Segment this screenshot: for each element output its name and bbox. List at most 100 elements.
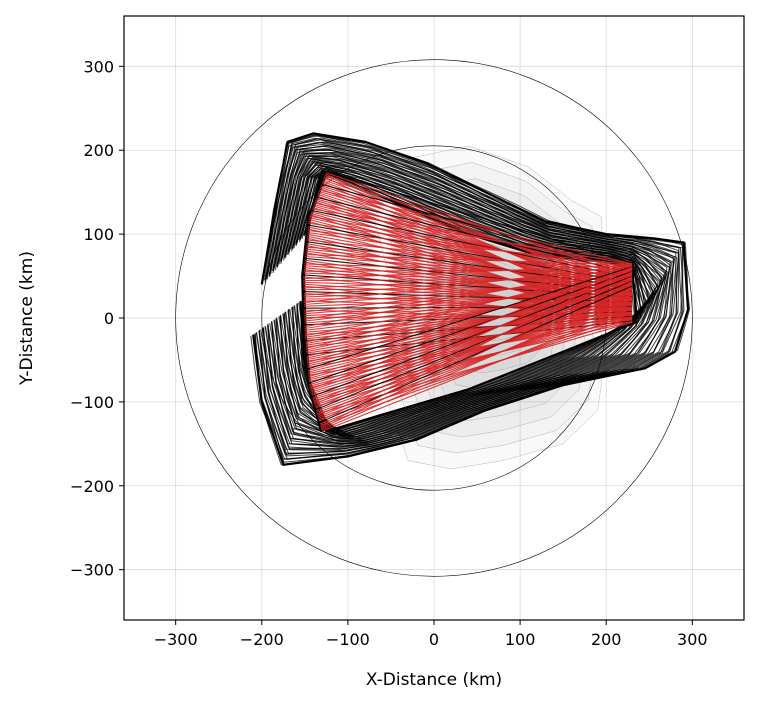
ray-line [321,183,633,269]
ray-line [308,289,633,380]
ray-line [315,280,633,411]
y-tick-label: −100 [70,393,114,412]
trajectory-outer-edge [252,132,690,467]
ray-line [316,294,633,412]
ray-line [312,303,633,400]
ray-line [303,274,633,289]
ray-line [313,316,633,402]
y-tick-label: −300 [70,561,114,580]
ray-line [318,303,633,419]
range-ring [175,59,693,577]
ray-line [308,222,633,270]
ray-line [307,270,633,364]
ray-line [306,246,633,270]
ray-line [304,263,633,275]
ray-line [303,265,633,304]
y-tick-label: 0 [104,309,114,328]
ray-line [303,269,633,296]
ray-line [310,266,633,390]
ray-line [311,307,633,395]
ray-line [314,298,633,406]
ray-line [307,230,633,266]
ray-line [311,321,633,396]
ray-line [310,293,633,393]
ray-line [317,289,633,418]
ray-line [312,289,633,399]
trajectory-start-edge [301,170,329,432]
ray-line [319,285,633,424]
ray-line [305,254,633,266]
ray-line [315,266,633,409]
ray-line [326,170,633,265]
ray-line [318,317,633,421]
ray-line [313,204,633,283]
ray-line [320,312,633,426]
ray-line [303,296,633,300]
trajectory-line [258,137,680,457]
ray-line [316,196,633,274]
ray-line [319,189,633,265]
ray-line [309,298,633,387]
ray-line [308,271,633,384]
ray-line [306,239,633,275]
x-tick-label: 100 [505,630,536,649]
ray-line [304,265,633,328]
ray-fan [303,170,633,432]
trajectory-lines [250,132,691,467]
y-tick-label: −200 [70,477,114,496]
x-tick-label: 200 [591,630,622,649]
trajectory-line [274,155,667,444]
x-tick-label: 300 [677,630,708,649]
ray-line [303,269,633,272]
ray-line [311,209,633,279]
ray-line [305,270,633,343]
ray-line [320,267,633,428]
ray-line [312,275,633,397]
ray-line [321,308,633,432]
y-tick-label: 200 [83,141,114,160]
trajectory-line [285,164,655,438]
ray-line [314,285,633,405]
ray-line [308,302,633,381]
x-axis-ticks: −300 −200 −100 0 100 200 300 [154,620,708,649]
trajectory-line [276,157,663,442]
ray-line [308,284,633,386]
ray-line [304,274,633,313]
ray-line [305,255,633,280]
y-axis-ticks: −300 −200 −100 0 100 200 300 [70,57,124,580]
trajectory-line [282,162,659,439]
ray-line [308,224,633,284]
ray-line [304,269,633,320]
ray-line [315,312,633,408]
trajectory-line [265,144,676,451]
x-tick-label: −200 [240,630,284,649]
ray-line [304,274,633,337]
ray-line [318,271,633,422]
ray-line [317,276,633,416]
ray-line [307,266,633,370]
ray-line [305,265,633,349]
ray-line [323,177,633,274]
ray-line [310,280,633,392]
y-axis-label: Y-Distance (km) [17,251,37,386]
ray-line [317,321,633,415]
x-tick-label: −100 [326,630,370,649]
ray-line [306,275,633,357]
x-axis-label: X-Distance (km) [366,670,502,690]
ray-line [321,294,633,431]
ray-line [303,278,633,282]
x-tick-label: 0 [429,630,439,649]
ray-line [320,281,633,429]
ray-line [313,271,633,403]
trajectory-line [300,176,639,430]
ray-line [303,264,633,280]
y-tick-label: 100 [83,225,114,244]
ray-line [319,299,633,425]
trajectory-line [267,148,671,448]
ray-line [303,283,633,298]
ray-line [303,272,633,284]
ray-line [314,202,633,270]
ray-line [309,215,633,274]
x-tick-label: −300 [154,630,198,649]
